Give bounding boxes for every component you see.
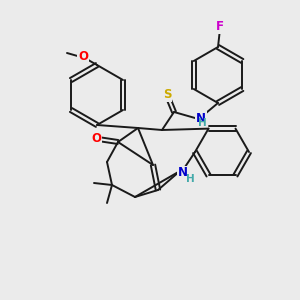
Text: N: N bbox=[178, 167, 188, 179]
Text: O: O bbox=[91, 131, 101, 145]
Text: F: F bbox=[216, 20, 224, 34]
Text: N: N bbox=[196, 112, 206, 124]
Text: H: H bbox=[198, 118, 206, 128]
Text: H: H bbox=[186, 174, 194, 184]
Text: O: O bbox=[78, 50, 88, 64]
Text: S: S bbox=[163, 88, 171, 101]
